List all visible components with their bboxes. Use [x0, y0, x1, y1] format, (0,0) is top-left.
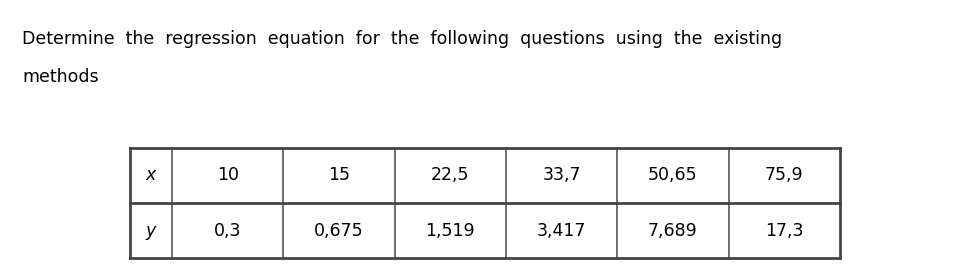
Text: 0,3: 0,3 — [214, 221, 242, 240]
Text: methods: methods — [22, 68, 99, 86]
Text: 17,3: 17,3 — [765, 221, 804, 240]
Text: Determine  the  regression  equation  for  the  following  questions  using  the: Determine the regression equation for th… — [22, 30, 782, 48]
Text: y: y — [146, 221, 156, 240]
Text: 50,65: 50,65 — [648, 166, 698, 185]
Text: 7,689: 7,689 — [648, 221, 698, 240]
Text: 0,675: 0,675 — [314, 221, 364, 240]
Text: 1,519: 1,519 — [425, 221, 475, 240]
Text: 3,417: 3,417 — [537, 221, 586, 240]
Text: 10: 10 — [217, 166, 239, 185]
Text: 22,5: 22,5 — [431, 166, 470, 185]
Text: x: x — [146, 166, 156, 185]
Text: 15: 15 — [328, 166, 350, 185]
Text: 75,9: 75,9 — [765, 166, 804, 185]
Text: 33,7: 33,7 — [542, 166, 581, 185]
Bar — [130, 148, 840, 258]
